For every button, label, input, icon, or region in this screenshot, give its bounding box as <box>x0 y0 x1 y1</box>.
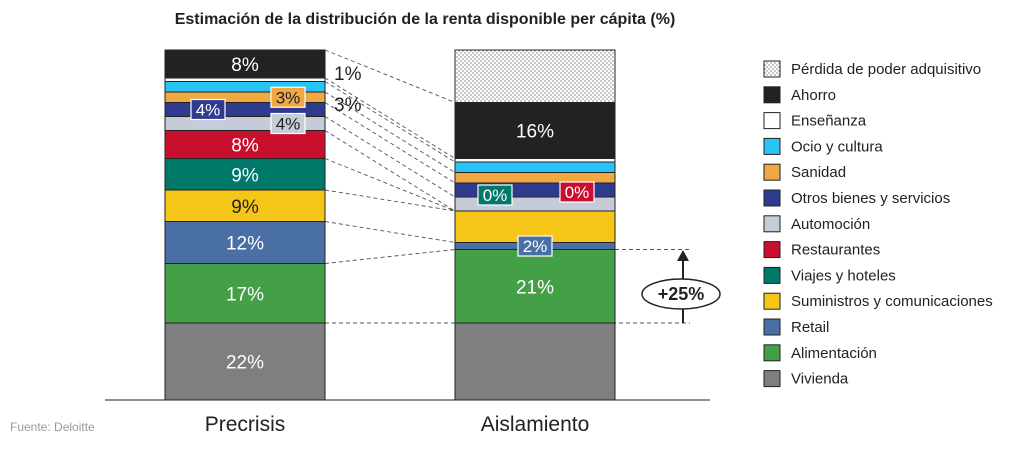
connector-line <box>324 189 456 212</box>
bar-segment-ensenanza-aislamiento <box>454 158 616 163</box>
data-label-suministros-y-comunicaciones-precrisis: 9% <box>231 197 259 218</box>
data-label-alimentacion-precrisis: 17% <box>226 284 264 305</box>
x-tick-label-aislamiento: Aislamiento <box>481 413 590 436</box>
data-label-sanidad-precrisis-badge <box>270 86 306 108</box>
growth-annotation: +25% <box>641 250 721 323</box>
legend-label-restaurantes: Restaurantes <box>791 242 880 259</box>
connector-line <box>324 221 456 243</box>
legend-label-sanidad: Sanidad <box>791 164 846 181</box>
connector-line <box>324 77 456 159</box>
connector-line <box>324 49 456 103</box>
data-label-retail-aislamiento-badge <box>517 235 553 257</box>
data-label-restaurantes-aislamiento-badge <box>559 181 595 203</box>
connector-line <box>324 116 456 198</box>
legend-swatch-automocion <box>763 215 781 233</box>
x-axis-labels: Precrisis Aislamiento <box>205 413 590 436</box>
connector-line <box>324 91 456 173</box>
data-label-alimentacion-aislamiento: 21% <box>516 277 554 298</box>
data-label-ahorro-precrisis: 8% <box>231 55 259 76</box>
growth-badge <box>641 278 721 310</box>
bar-segment-viajes-y-hoteles-precrisis <box>164 158 326 191</box>
bar-segment-ahorro-precrisis <box>164 49 326 79</box>
legend-label-viajes-y-hoteles: Viajes y hoteles <box>791 267 896 284</box>
chart-title: Estimación de la distribución de la rent… <box>175 11 676 28</box>
legend-swatch-viajes-y-hoteles <box>763 266 781 284</box>
bar-segment-suministros-y-comunicaciones-precrisis <box>164 189 326 222</box>
data-label-automocion-precrisis-badge <box>270 112 306 135</box>
bar-segment-vivienda-precrisis <box>164 322 326 401</box>
growth-arrow-head <box>677 250 689 261</box>
x-tick-label-precrisis: Precrisis <box>205 413 286 436</box>
data-label-ocio-y-cultura-precrisis: 3% <box>334 95 362 116</box>
legend-swatch-ahorro <box>763 86 781 104</box>
legend-swatch-perdida-de-poder-adquisitivo <box>763 60 781 78</box>
legend-swatch-vivienda <box>763 370 781 388</box>
data-label-sanidad-precrisis: 3% <box>276 88 301 107</box>
data-label-ahorro-aislamiento: 16% <box>516 122 554 143</box>
data-label-viajes-y-hoteles-precrisis: 9% <box>231 165 259 186</box>
legend-swatch-ensenanza <box>763 112 781 130</box>
legend-label-ensenanza: Enseñanza <box>791 113 867 130</box>
legend-label-perdida-de-poder-adquisitivo: Pérdida de poder adquisitivo <box>791 61 981 78</box>
legend: Pérdida de poder adquisitivo Ahorro Enseña… <box>763 60 993 388</box>
legend-label-otros-bienes-y-servicios: Otros bienes y servicios <box>791 190 950 207</box>
legend-swatch-otros-bienes-y-servicios <box>763 189 781 207</box>
bar-segment-retail-precrisis <box>164 221 326 264</box>
legend-swatch-sanidad <box>763 163 781 181</box>
source-note: Fuente: Deloitte <box>10 420 95 434</box>
data-label-viajes-y-hoteles-aislamiento-badge <box>477 184 513 206</box>
legend-label-retail: Retail <box>791 319 829 336</box>
bar-segment-restaurantes-precrisis <box>164 130 326 159</box>
bar-segment-alimentacion-aislamiento <box>454 249 616 324</box>
data-label-restaurantes-aislamiento: 0% <box>565 183 590 202</box>
legend-swatch-retail <box>763 318 781 336</box>
data-label-viajes-y-hoteles-aislamiento: 0% <box>483 186 508 205</box>
bars-group <box>164 49 616 401</box>
bar-segment-vivienda-aislamiento <box>454 322 616 401</box>
legend-swatch-restaurantes <box>763 241 781 259</box>
data-label-retail-aislamiento: 2% <box>523 237 548 256</box>
legend-label-alimentacion: Alimentación <box>791 345 877 362</box>
legend-swatch-ocio-y-cultura <box>763 137 781 155</box>
legend-label-automocion: Automoción <box>791 216 870 233</box>
bar-segment-ocio-y-cultura-aislamiento <box>454 161 616 173</box>
bar-segment-alimentacion-precrisis <box>164 263 326 324</box>
connector-line <box>324 102 456 184</box>
legend-swatch-suministros-y-comunicaciones <box>763 292 781 310</box>
legend-label-ocio-y-cultura: Ocio y cultura <box>791 138 883 155</box>
data-label-otros-bienes-y-servicios-precrisis: 4% <box>196 101 221 120</box>
legend-label-ahorro: Ahorro <box>791 87 836 104</box>
bar-segment-perdida-de-poder-adquisitivo-aislamiento <box>454 49 616 103</box>
legend-label-suministros-y-comunicaciones: Suministros y comunicaciones <box>791 293 993 310</box>
data-label-restaurantes-precrisis: 8% <box>231 136 259 157</box>
connector-line <box>324 81 456 163</box>
bar-segment-ensenanza-precrisis <box>164 77 326 82</box>
connector-line <box>324 158 456 212</box>
bar-labels-group: 22% 17% 12% 9% 9% 8% 4% 4% 3% 3% 1% 8% 21% 2% 0% 0% 16% <box>190 55 595 374</box>
data-label-retail-precrisis: 12% <box>226 234 264 255</box>
legend-swatch-alimentacion <box>763 344 781 362</box>
data-label-otros-bienes-y-servicios-precrisis-badge <box>190 98 226 121</box>
data-label-vivienda-precrisis: 22% <box>226 353 264 374</box>
connector-line <box>324 130 456 212</box>
data-label-automocion-precrisis: 4% <box>276 115 301 134</box>
connector-line <box>324 249 456 264</box>
data-label-ensenanza-precrisis: 1% <box>334 64 362 85</box>
legend-label-vivienda: Vivienda <box>791 371 849 388</box>
growth-label: +25% <box>658 284 705 304</box>
